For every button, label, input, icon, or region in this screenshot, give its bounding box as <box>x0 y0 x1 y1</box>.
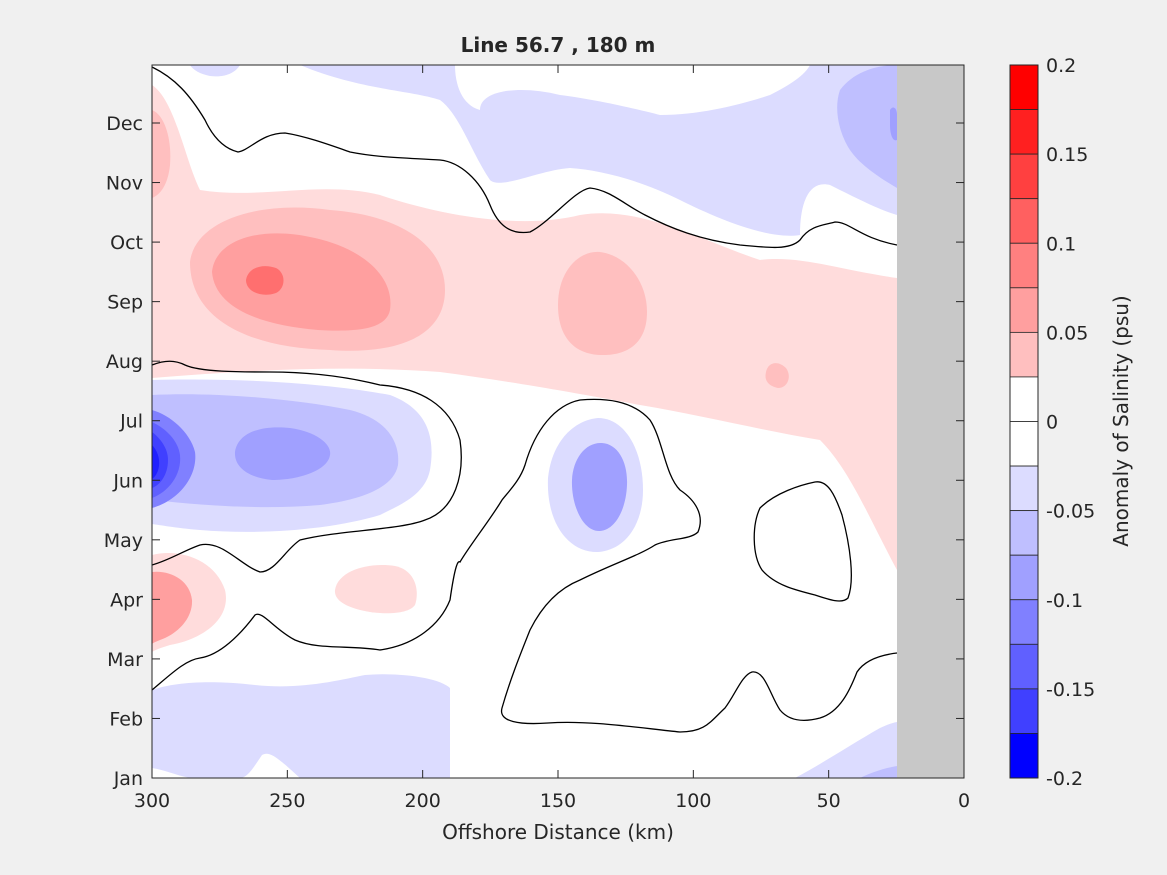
colorbar-segment <box>1009 510 1039 556</box>
contour-fill-neg-top-inner-1 <box>837 65 897 188</box>
colorbar-segment <box>1009 242 1039 289</box>
colorbar-segments <box>1009 64 1039 779</box>
contour-fill-neg-edge-4 <box>152 445 160 479</box>
contour-fill-neg-bottom-right <box>795 722 897 778</box>
y-tick-label: Jun <box>112 470 143 492</box>
colorbar-tick-label: -0.2 <box>1046 768 1083 790</box>
contour-fill-pos-075-mid <box>558 251 647 356</box>
colorbar-tick-label: -0.05 <box>1046 501 1095 523</box>
colorbar-tick-label: 0 <box>1046 412 1058 434</box>
x-axis-label: Offshore Distance (km) <box>442 820 674 844</box>
colorbar-segment <box>1009 465 1039 512</box>
zero-contour-line <box>152 398 897 733</box>
colorbar-tick-label: 0.2 <box>1046 55 1076 77</box>
no-data-region <box>897 65 964 778</box>
contour-fill-pos-125-west <box>246 266 284 295</box>
y-tick-label: Feb <box>109 708 143 730</box>
x-tick-label: 50 <box>817 790 841 812</box>
colorbar-segment <box>1009 421 1039 467</box>
contour-fill-pos-small <box>765 363 789 388</box>
x-tick-label: 250 <box>269 790 305 812</box>
colorbar-segment <box>1009 688 1039 734</box>
x-tick-label: 100 <box>675 790 711 812</box>
contour-fill-positive-band <box>152 85 897 570</box>
colorbar-tick-label: 0.1 <box>1046 233 1076 255</box>
colorbar-tick-labels: 0.2 0.15 0.1 0.05 0 -0.05 -0.1 -0.15 -0.2 <box>1046 55 1095 790</box>
y-tick-label: Jul <box>119 411 143 433</box>
y-tick-label: Jan <box>113 768 143 790</box>
contour-fill-pos-apr-mid <box>334 565 417 614</box>
y-tick-label: Apr <box>110 589 143 611</box>
colorbar-tick-label: -0.1 <box>1046 590 1083 612</box>
colorbar-segment <box>1009 153 1039 200</box>
x-tick-label: 200 <box>405 790 441 812</box>
colorbar-frame <box>1009 64 1039 779</box>
contour-fill-neg-bottom-right-inner <box>860 766 897 778</box>
y-tick-label: Sep <box>107 292 143 314</box>
colorbar-segment <box>1009 376 1039 422</box>
colorbar-tick-label: 0.05 <box>1046 322 1088 344</box>
colorbar-segment <box>1009 198 1039 244</box>
y-tick-label: Mar <box>107 649 143 671</box>
contour-fill-pos-apr-left-inner <box>152 571 193 644</box>
colorbar-segment <box>1009 599 1039 645</box>
colorbar-segment <box>1009 64 1039 110</box>
axis-ticks <box>151 65 965 779</box>
y-tick-label: Oct <box>110 232 143 254</box>
y-tick-label: Aug <box>106 351 143 373</box>
y-tick-label: May <box>104 530 143 552</box>
zero-contour-line <box>753 481 852 602</box>
colorbar-tick-label: 0.15 <box>1046 144 1088 166</box>
plot-area <box>151 64 965 779</box>
x-tick-label: 0 <box>958 790 970 812</box>
x-axis-tick-labels: 300 250 200 150 100 50 0 <box>134 790 970 812</box>
y-axis-tick-labels: Jan Feb Mar Apr May Jun Jul Aug Sep Oct Nov Dec <box>104 113 143 790</box>
colorbar-segment <box>1009 109 1039 155</box>
zero-contour-line <box>152 360 462 573</box>
contour-fill-neg-075-west <box>234 427 331 480</box>
contour-fill-pos-left-dec <box>152 110 171 198</box>
zero-contour-lines <box>152 66 897 733</box>
zero-contour-line <box>152 66 897 249</box>
contour-fill-neg-top <box>190 65 897 236</box>
contour-fill-neg-075-mid <box>571 442 628 532</box>
colorbar-segment <box>1009 643 1039 690</box>
x-tick-label: 150 <box>540 790 576 812</box>
colorbar-tick-label: -0.15 <box>1046 679 1095 701</box>
contour-fill-neg-bottom <box>152 674 450 778</box>
colorbar-label: Anomaly of Salinity (psu) <box>1109 295 1133 546</box>
filled-contours <box>152 65 897 778</box>
colorbar-segment <box>1009 287 1039 333</box>
contour-fill-neg-top-inner-2 <box>890 107 897 141</box>
colorbar: 0.2 0.15 0.1 0.05 0 -0.05 -0.1 -0.15 -0.2 Anomal… <box>1009 55 1133 790</box>
y-tick-label: Dec <box>106 113 143 135</box>
y-tick-label: Nov <box>106 173 143 195</box>
x-tick-label: 300 <box>134 790 170 812</box>
colorbar-segment <box>1009 554 1039 601</box>
colorbar-segment <box>1009 733 1039 779</box>
contour-fill-pos-1-west <box>212 233 391 331</box>
colorbar-segment <box>1009 331 1039 378</box>
chart-title: Line 56.7 , 180 m <box>461 33 656 57</box>
